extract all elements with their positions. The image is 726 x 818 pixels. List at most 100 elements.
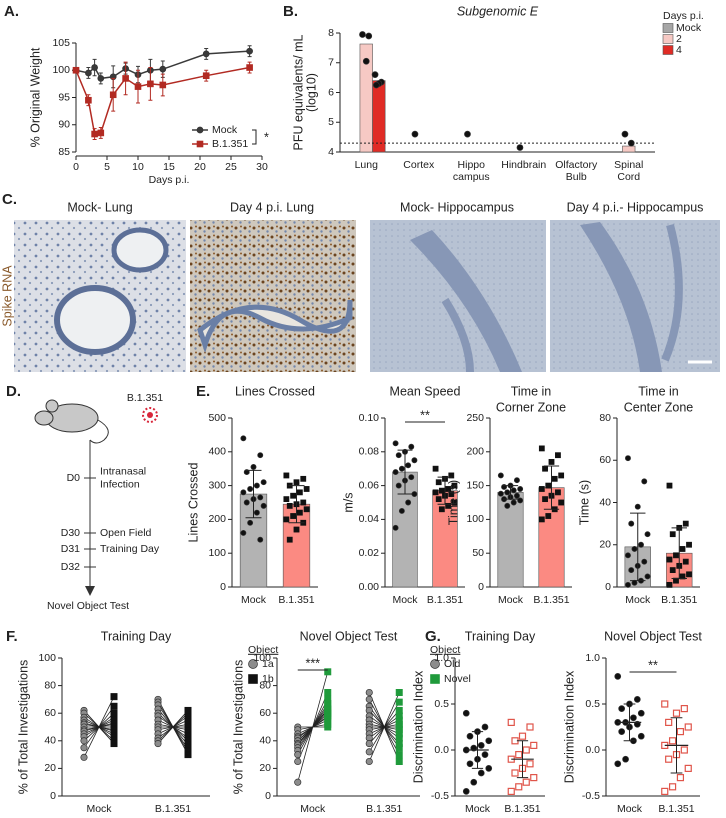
mouse-tail xyxy=(89,419,109,444)
data-point xyxy=(257,536,264,543)
x-tick-label: 25 xyxy=(225,161,237,173)
timeline-end: Novel Object Test xyxy=(47,600,129,612)
data-point xyxy=(257,452,264,459)
data-point xyxy=(159,65,167,73)
error-bar xyxy=(437,476,453,505)
data-point xyxy=(250,464,257,470)
x-tick-label: Lung xyxy=(355,159,379,171)
data-point xyxy=(622,755,629,763)
legend-marker xyxy=(430,674,440,684)
legend-title: Days p.i. xyxy=(663,10,704,22)
pair-line xyxy=(83,696,115,758)
airway xyxy=(111,227,169,273)
pair-line xyxy=(368,692,400,762)
y-tick-label: 95 xyxy=(58,91,70,103)
data-point xyxy=(497,472,504,479)
data-point xyxy=(97,129,105,137)
data-point xyxy=(545,513,552,519)
x-tick-label: Hindbrain xyxy=(501,159,546,171)
y-tick-label: 4 xyxy=(328,146,334,158)
timeline-day: D30 xyxy=(61,527,80,539)
data-point xyxy=(676,727,685,736)
data-point xyxy=(159,81,167,89)
chart-title: Center Zone xyxy=(624,400,694,414)
y-axis-label: PFU equivalents/ mL xyxy=(291,34,305,150)
legend-label: Mock xyxy=(676,22,702,34)
data-point xyxy=(247,486,254,492)
y-tick-label: 40 xyxy=(44,735,56,747)
data-point xyxy=(253,482,260,489)
data-point xyxy=(300,499,307,506)
data-point xyxy=(682,520,689,527)
data-point xyxy=(290,513,297,519)
data-point xyxy=(644,573,651,580)
data-point xyxy=(365,748,373,756)
data-point xyxy=(365,757,373,766)
data-point xyxy=(538,516,545,523)
data-point xyxy=(661,700,669,708)
data-point xyxy=(122,75,129,82)
data-point xyxy=(91,130,98,138)
data-point xyxy=(686,571,692,578)
cell-layer xyxy=(410,230,522,372)
data-point xyxy=(625,552,631,559)
timeline-event: Intranasal xyxy=(100,465,146,477)
chart-title: Training Day xyxy=(101,629,172,643)
y-tick-label: 200 xyxy=(466,446,484,458)
data-point xyxy=(257,494,264,501)
x-tick-label: B.1.351 xyxy=(504,803,540,815)
x-tick-label: 30 xyxy=(256,161,268,173)
data-point xyxy=(665,718,673,727)
y-tick-label: 500 xyxy=(208,412,226,424)
panel-label: G. xyxy=(425,628,441,645)
data-point xyxy=(445,502,452,509)
data-point xyxy=(668,783,677,791)
y-tick-label: 40 xyxy=(599,496,611,508)
data-point xyxy=(294,757,302,766)
x-tick-label: Cord xyxy=(617,171,640,183)
x-tick-label: Mock xyxy=(465,803,491,815)
data-point xyxy=(504,489,511,496)
data-point xyxy=(477,742,485,749)
panel-label: A. xyxy=(4,3,19,20)
data-point xyxy=(438,506,445,513)
data-point xyxy=(395,757,403,765)
x-tick-label: B.1.351 xyxy=(366,803,402,815)
x-tick-label: B.1.351 xyxy=(661,594,697,606)
data-point xyxy=(324,668,332,676)
data-point xyxy=(283,472,290,479)
data-point xyxy=(435,479,442,486)
legend-label: Old xyxy=(444,658,461,670)
chart-title: Novel Object Test xyxy=(604,629,702,643)
data-point xyxy=(365,688,373,697)
y-tick-label: 0.10 xyxy=(359,412,380,424)
y-axis-label: % of Total Investigations xyxy=(231,660,245,795)
data-point xyxy=(240,489,247,496)
y-tick-label: 100 xyxy=(253,652,271,664)
cell-layer xyxy=(441,297,474,373)
data-point xyxy=(558,499,565,506)
data-point xyxy=(240,435,247,442)
y-tick-label: 400 xyxy=(208,446,226,458)
data-point xyxy=(109,91,117,99)
data-point xyxy=(481,751,489,758)
y-tick-label: 7 xyxy=(328,57,334,69)
data-point xyxy=(72,66,80,74)
timeline-day: D32 xyxy=(61,561,80,573)
data-point xyxy=(365,740,373,748)
chart-title: Training Day xyxy=(465,629,536,643)
bar xyxy=(432,490,458,588)
y-tick-label: 60 xyxy=(44,707,56,719)
data-point xyxy=(80,737,88,745)
image-title: Mock- Lung xyxy=(67,200,132,214)
data-point xyxy=(477,769,485,777)
data-point xyxy=(462,788,470,795)
y-tick-label: 100 xyxy=(38,652,56,664)
data-point xyxy=(522,746,530,754)
mouse-icon xyxy=(34,399,158,444)
timeline-day: D0 xyxy=(67,472,81,484)
x-tick-label: Spinal xyxy=(614,159,643,171)
data-point xyxy=(408,474,415,481)
data-point xyxy=(392,469,399,476)
airway xyxy=(197,299,353,354)
